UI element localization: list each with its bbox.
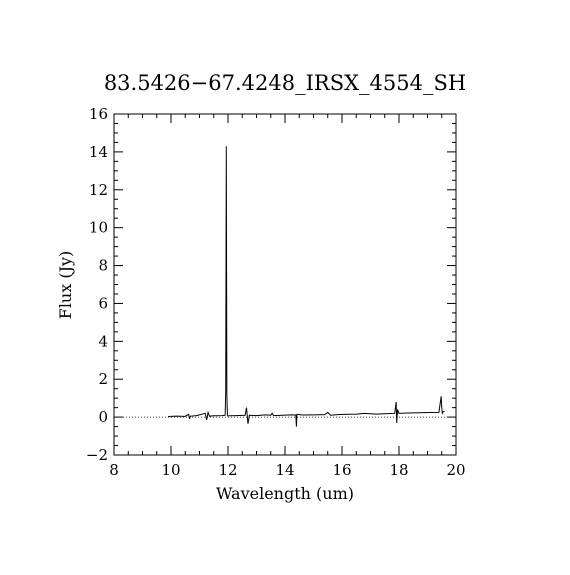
spectrum-line: [168, 146, 445, 427]
x-tick-label: 16: [332, 461, 351, 479]
y-tick-label: 6: [98, 294, 108, 312]
y-tick-label: 14: [89, 143, 108, 161]
y-tick-label: −2: [86, 446, 108, 464]
chart-title: 83.5426−67.4248_IRSX_4554_SH: [104, 71, 466, 95]
x-tick-label: 8: [109, 461, 119, 479]
y-tick-label: 0: [98, 408, 108, 426]
x-axis-label: Wavelength (um): [216, 484, 354, 503]
x-tick-label: 20: [446, 461, 465, 479]
x-tick-label: 14: [275, 461, 294, 479]
y-tick-label: 4: [98, 332, 108, 350]
y-tick-label: 2: [98, 370, 108, 388]
y-tick-label: 12: [89, 181, 108, 199]
plot-frame: [113, 113, 457, 456]
x-tick-label: 12: [218, 461, 237, 479]
x-tick-label: 18: [389, 461, 408, 479]
x-tick-label: 10: [161, 461, 180, 479]
y-tick-label: 8: [98, 257, 108, 275]
y-tick-label: 10: [89, 219, 108, 237]
y-axis-label: Flux (Jy): [56, 251, 75, 320]
y-tick-label: 16: [89, 105, 108, 123]
